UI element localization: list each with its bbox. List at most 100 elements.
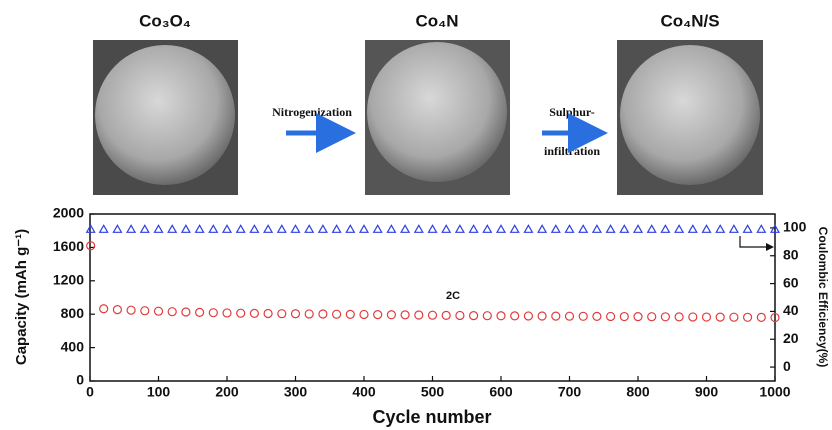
data-point <box>620 225 628 232</box>
x-axis-title: Cycle number <box>372 407 491 427</box>
stage-label: Co₃O₄ <box>139 11 191 30</box>
data-point <box>648 313 656 321</box>
data-point <box>552 312 560 320</box>
stage-label: Co₄N <box>415 11 458 30</box>
data-point <box>675 225 683 232</box>
y-tick-label: 2000 <box>53 205 84 221</box>
data-point <box>703 313 711 321</box>
x-tick-label: 500 <box>421 384 445 400</box>
data-point <box>703 225 711 232</box>
data-point <box>566 225 574 232</box>
data-point <box>675 313 683 321</box>
step-label: Sulphur- <box>549 105 595 119</box>
data-point <box>634 313 642 321</box>
y2-tick-label: 20 <box>783 330 799 346</box>
data-point <box>566 312 574 320</box>
data-point <box>100 225 108 232</box>
data-point <box>716 225 724 232</box>
x-tick-label: 300 <box>284 384 308 400</box>
data-point <box>634 225 642 232</box>
data-point <box>346 225 354 232</box>
data-point <box>168 225 176 232</box>
data-point <box>661 225 669 232</box>
data-point <box>415 311 423 319</box>
data-point <box>497 225 505 232</box>
x-tick-label: 700 <box>558 384 582 400</box>
data-point <box>429 311 437 319</box>
data-point <box>401 311 409 319</box>
data-point <box>757 225 765 232</box>
data-point <box>374 225 382 232</box>
data-point <box>429 225 437 232</box>
data-point <box>593 225 601 232</box>
data-point <box>730 225 738 232</box>
data-point <box>305 225 313 232</box>
x-tick-label: 900 <box>695 384 719 400</box>
data-point <box>538 312 546 320</box>
data-point <box>360 310 368 318</box>
x-tick-label: 800 <box>626 384 650 400</box>
data-point <box>278 310 286 318</box>
axis-pointer <box>740 236 770 247</box>
data-point <box>305 310 313 318</box>
stage-label: Co₄N/S <box>660 11 719 30</box>
data-point <box>401 225 409 232</box>
data-point <box>196 225 204 232</box>
data-point <box>511 312 519 320</box>
data-point <box>196 308 204 316</box>
data-point <box>744 225 752 232</box>
data-point <box>689 225 697 232</box>
data-point <box>223 309 231 317</box>
y2-axis-title: Coulombic Efficiency(%) <box>816 227 830 368</box>
data-point <box>100 305 108 313</box>
data-point <box>456 311 464 319</box>
sem-image <box>93 40 763 195</box>
data-point <box>113 306 121 314</box>
y2-tick-label: 0 <box>783 358 791 374</box>
data-point <box>648 225 656 232</box>
x-tick-label: 1000 <box>759 384 790 400</box>
y-tick-label: 1600 <box>53 238 84 254</box>
data-point <box>223 225 231 232</box>
data-point <box>319 225 327 232</box>
data-point <box>744 313 752 321</box>
data-point <box>552 225 560 232</box>
data-point <box>387 311 395 319</box>
data-point <box>456 225 464 232</box>
y-axis-title: Capacity (mAh g⁻¹) <box>13 229 30 365</box>
data-point <box>155 225 163 232</box>
y-tick-label: 800 <box>61 305 85 321</box>
data-point <box>442 225 450 232</box>
step-label: Nitrogenization <box>272 105 352 119</box>
data-point <box>579 312 587 320</box>
data-point <box>538 225 546 232</box>
axis-pointer <box>766 243 774 251</box>
data-point <box>209 309 217 317</box>
data-point <box>141 307 149 315</box>
figure: Co₃O₄ Co₄N Co₄N/S Nitrogenization Sulphu… <box>0 0 832 430</box>
y-tick-label: 400 <box>61 338 85 354</box>
step-label: infiltration <box>544 144 600 158</box>
data-point <box>511 225 519 232</box>
data-point <box>127 306 135 314</box>
data-point <box>387 225 395 232</box>
data-point <box>333 310 341 318</box>
data-point <box>661 313 669 321</box>
data-point <box>182 225 190 232</box>
y2-tick-label: 100 <box>783 219 807 235</box>
data-point <box>524 225 532 232</box>
y2-tick-label: 60 <box>783 274 799 290</box>
data-point <box>483 225 491 232</box>
x-tick-label: 600 <box>489 384 513 400</box>
data-point <box>607 312 615 320</box>
data-point <box>264 225 272 232</box>
x-tick-label: 100 <box>147 384 171 400</box>
data-point <box>689 313 697 321</box>
plot-frame <box>90 214 775 381</box>
x-tick-label: 0 <box>86 384 94 400</box>
data-point <box>127 225 135 232</box>
data-point <box>141 225 149 232</box>
data-point <box>593 312 601 320</box>
data-point <box>497 312 505 320</box>
data-point <box>333 225 341 232</box>
